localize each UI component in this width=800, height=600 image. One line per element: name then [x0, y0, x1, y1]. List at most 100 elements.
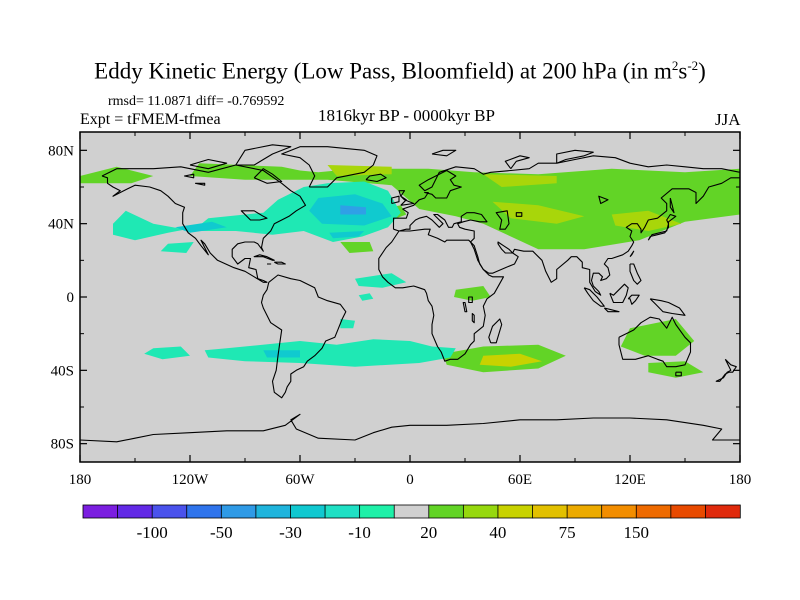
coastline — [556, 149, 594, 164]
contour-region — [144, 346, 190, 360]
coastline — [253, 254, 275, 261]
lake-outline — [515, 212, 523, 217]
coastline — [253, 168, 283, 184]
lat-tick-label: 80N — [48, 143, 74, 159]
lon-tick-label: 120W — [172, 472, 210, 488]
contour-region — [355, 273, 407, 288]
contour-region — [340, 319, 355, 329]
coastline — [583, 287, 605, 307]
contour-region — [190, 163, 740, 250]
coastline — [675, 371, 682, 377]
coastline — [274, 261, 286, 265]
colorbar-swatch — [255, 504, 292, 519]
coastline — [101, 164, 307, 283]
coastline — [393, 177, 740, 296]
coastline — [715, 358, 737, 382]
colorbar-swatch — [393, 504, 430, 519]
period-label: 1816kyr BP - 0000kyr BP — [318, 106, 495, 125]
coastline — [260, 274, 347, 399]
coastline — [392, 155, 740, 230]
colorbar-label: -50 — [210, 523, 233, 542]
colorbar-label: -30 — [279, 523, 302, 542]
lake-outline — [183, 173, 195, 179]
lat-tick-label: 80S — [51, 437, 74, 453]
colorbar-label: 150 — [624, 523, 650, 542]
contour-region — [329, 231, 365, 239]
colorbar-swatch — [566, 504, 603, 519]
coastline — [80, 413, 740, 443]
lon-tick-label: 0 — [406, 472, 414, 488]
colorbar-swatch — [670, 504, 707, 519]
lake-outline — [194, 182, 206, 186]
coastline — [618, 316, 692, 368]
lat-tick-label: 0 — [67, 290, 75, 306]
coastline — [431, 149, 457, 157]
contour-region — [492, 201, 585, 224]
coastline — [398, 190, 415, 206]
lake-outline — [471, 312, 475, 324]
colorbar-label: -10 — [348, 523, 371, 542]
coastlines — [80, 144, 740, 443]
lon-tick-label: 180 — [69, 472, 92, 488]
lat-tick-label: 40N — [48, 217, 74, 233]
colorbar-swatch — [635, 504, 672, 519]
coastline — [391, 195, 400, 205]
coastline — [609, 283, 629, 304]
contour-region — [263, 350, 300, 358]
coastline — [629, 250, 635, 258]
coastline — [488, 318, 503, 344]
colorbar-label: -100 — [137, 523, 168, 542]
colorbar-label: 40 — [489, 523, 506, 542]
coastline — [235, 144, 292, 166]
lake-outline — [598, 195, 609, 205]
lon-tick-label: 120E — [614, 472, 646, 488]
contour-region — [327, 165, 392, 176]
season-label: JJA — [715, 110, 741, 129]
lon-tick-label: 60E — [508, 472, 532, 488]
stats-label: rmsd= 11.0871 diff= -0.769592 — [108, 94, 285, 109]
contour-region — [620, 319, 695, 356]
contour-region — [80, 166, 154, 184]
lon-tick-label: 60W — [285, 472, 315, 488]
contour-region — [340, 242, 374, 253]
contour-region — [204, 339, 456, 367]
contour-region — [175, 221, 227, 233]
coastline — [365, 173, 387, 183]
colorbar-swatch — [532, 504, 568, 519]
coastline — [504, 155, 530, 170]
colorbar-swatch — [82, 504, 119, 519]
contour-region — [483, 174, 557, 187]
coastline — [189, 158, 228, 170]
colorbar-swatch — [220, 504, 257, 519]
contour-region — [113, 181, 401, 242]
colorbar-swatch — [705, 504, 741, 519]
lake-outline — [462, 301, 468, 313]
colorbar-swatch — [462, 504, 499, 519]
coastline — [649, 298, 686, 316]
contour-region — [160, 242, 194, 253]
coastline — [281, 146, 378, 188]
colorbar-swatch — [151, 504, 188, 519]
axis-ticks: 180 120W 60W 0 60E 120E 180 80N 40N 0 40S 80S — [48, 132, 751, 488]
contour-region — [454, 286, 491, 301]
colorbar-swatch — [117, 504, 153, 519]
lat-tick-label: 40S — [51, 363, 74, 379]
coastline — [603, 307, 620, 313]
colorbar-swatch — [324, 504, 361, 519]
coastline — [629, 263, 642, 285]
colorbar-swatch — [359, 504, 395, 519]
colorbar-swatch — [601, 504, 637, 519]
coastline — [627, 294, 640, 305]
lon-tick-label: 180 — [729, 472, 752, 488]
contour-region — [648, 361, 704, 378]
coastline — [378, 228, 505, 362]
coastline — [647, 213, 677, 241]
contour-region — [340, 205, 366, 215]
lake-outline — [240, 210, 268, 221]
map-title: Eddy Kinetic Energy (Low Pass, Bloomfiel… — [94, 58, 706, 84]
colorbar: -100 -50 -30 -10 20 40 75 150 — [82, 504, 741, 542]
colorbar-swatch — [290, 504, 326, 519]
colorbar-swatch — [497, 504, 534, 519]
lake-outline — [495, 210, 510, 230]
